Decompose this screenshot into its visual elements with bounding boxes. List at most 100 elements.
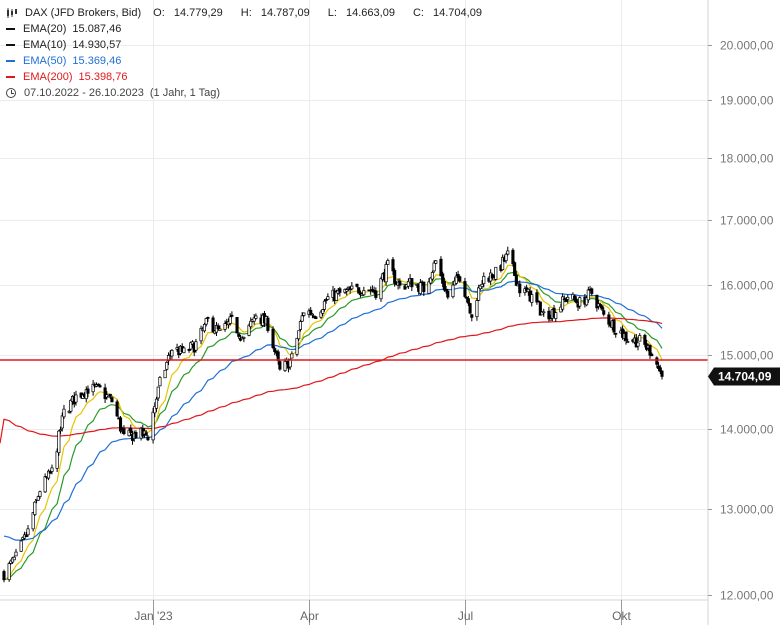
candle bbox=[36, 495, 40, 501]
candle-body bbox=[446, 290, 450, 298]
y-tick-label: 12.000,00 bbox=[720, 589, 774, 603]
candle bbox=[74, 390, 78, 406]
candle bbox=[439, 256, 443, 277]
candle bbox=[650, 352, 654, 357]
candle bbox=[526, 288, 530, 296]
candle-body bbox=[271, 328, 275, 349]
candle-body bbox=[223, 323, 227, 330]
candle bbox=[153, 402, 157, 418]
candle-body bbox=[468, 303, 472, 314]
candle bbox=[657, 362, 661, 372]
candle bbox=[434, 260, 438, 265]
candle bbox=[19, 539, 23, 552]
candle bbox=[384, 261, 388, 286]
ema10-value: 14.930,57 bbox=[72, 39, 122, 51]
candle bbox=[110, 396, 114, 403]
candle-body bbox=[297, 330, 301, 340]
candle-body bbox=[475, 300, 479, 318]
candle-body bbox=[321, 309, 325, 314]
candle bbox=[430, 270, 434, 282]
candle-body bbox=[158, 377, 162, 387]
candle bbox=[456, 270, 460, 282]
candle-body bbox=[657, 365, 661, 369]
candle bbox=[607, 311, 611, 328]
candle bbox=[199, 325, 203, 345]
candle bbox=[146, 435, 150, 442]
candle bbox=[393, 268, 397, 287]
candle bbox=[578, 296, 582, 309]
candle bbox=[98, 383, 102, 388]
candle bbox=[427, 278, 431, 294]
candle bbox=[362, 286, 366, 296]
candle bbox=[158, 376, 162, 387]
candle bbox=[254, 313, 258, 320]
ema200-line bbox=[0, 317, 663, 444]
candle-body bbox=[626, 341, 630, 343]
candle bbox=[511, 248, 515, 267]
open-value: 14.779,29 bbox=[173, 7, 223, 19]
candle bbox=[494, 266, 498, 281]
candle-body bbox=[254, 315, 258, 319]
candle bbox=[278, 359, 282, 371]
candle bbox=[106, 395, 111, 398]
candle bbox=[151, 407, 155, 444]
candle-body bbox=[513, 262, 517, 277]
candle bbox=[418, 278, 422, 296]
candle bbox=[586, 286, 590, 303]
candle bbox=[626, 338, 630, 344]
ema200-swatch bbox=[6, 76, 15, 78]
candle-body bbox=[170, 350, 174, 357]
candle-body bbox=[634, 337, 638, 348]
candle-body bbox=[477, 287, 481, 301]
candle-body bbox=[163, 369, 167, 379]
candle-body bbox=[108, 393, 112, 397]
candle-body bbox=[334, 291, 338, 301]
candle-body bbox=[600, 305, 604, 310]
candle-body bbox=[549, 318, 553, 321]
candle-body bbox=[60, 415, 64, 429]
candle bbox=[634, 333, 638, 348]
candle bbox=[103, 383, 107, 403]
candle-body bbox=[300, 315, 304, 322]
candle-body bbox=[106, 395, 111, 398]
candle bbox=[590, 287, 594, 296]
candle bbox=[504, 252, 508, 264]
candle-body bbox=[602, 310, 606, 315]
candle bbox=[475, 297, 479, 321]
legend-ema50[interactable]: EMA(50) 15.369,46 bbox=[6, 53, 494, 69]
candle-body bbox=[643, 334, 647, 345]
low-value: 14.663,09 bbox=[346, 7, 395, 19]
candle-body bbox=[403, 285, 407, 290]
candle bbox=[321, 309, 325, 316]
legend-ema10[interactable]: EMA(10) 14.930,57 bbox=[6, 37, 494, 53]
candle bbox=[194, 338, 198, 353]
candle-body bbox=[598, 303, 602, 307]
legend-ema200[interactable]: EMA(200) 15.398,76 bbox=[6, 69, 494, 85]
candle-body bbox=[12, 556, 16, 561]
candle bbox=[31, 512, 35, 532]
candle bbox=[612, 318, 616, 335]
candle bbox=[638, 333, 642, 342]
candle-body bbox=[96, 384, 100, 386]
candle-body bbox=[501, 257, 505, 271]
ema50-line bbox=[3, 280, 663, 541]
candle-body bbox=[62, 408, 66, 418]
candle bbox=[540, 310, 544, 316]
candle-body bbox=[526, 288, 530, 293]
candle bbox=[326, 293, 330, 301]
candle-body bbox=[578, 297, 582, 307]
candle-body bbox=[249, 320, 253, 328]
legend-ema20[interactable]: EMA(20) 15.087,46 bbox=[6, 21, 494, 37]
candle-body bbox=[482, 276, 486, 284]
candle-body bbox=[494, 266, 498, 280]
candle-body bbox=[252, 317, 256, 322]
candle bbox=[542, 308, 546, 317]
candle bbox=[295, 337, 299, 357]
candle bbox=[566, 294, 570, 304]
candle bbox=[648, 344, 652, 359]
candle bbox=[518, 280, 522, 297]
ema50-value: 15.369,46 bbox=[72, 55, 122, 67]
high-value: 14.787,09 bbox=[260, 7, 310, 19]
